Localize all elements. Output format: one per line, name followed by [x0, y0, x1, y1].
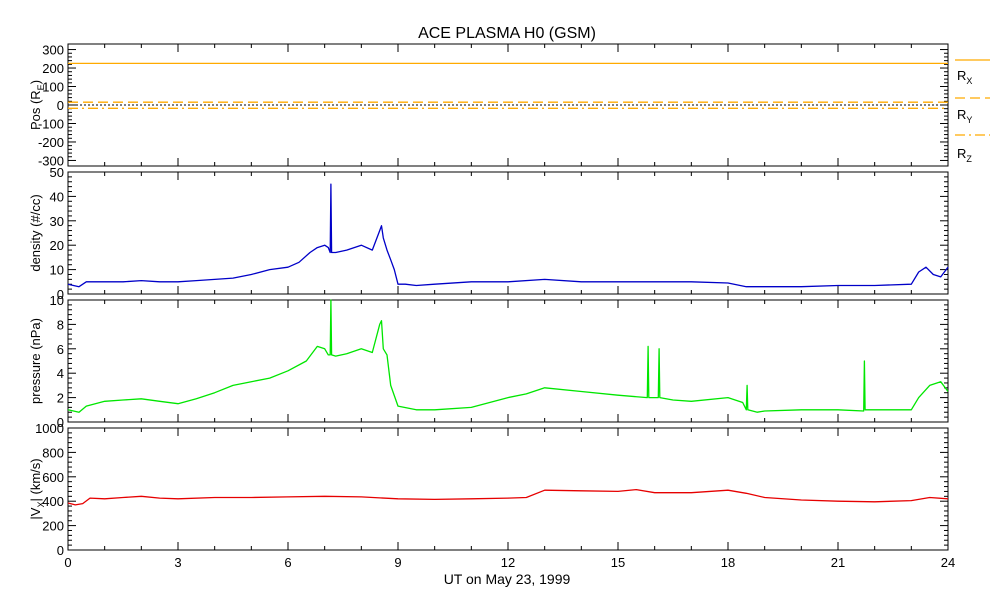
panel-pos: -300 -200 -100 0 100 200 300 Pos (RE) — [28, 43, 949, 168]
y-tick-label-density: 0 — [57, 287, 64, 302]
y-tick-label-pressure: 8 — [57, 317, 64, 332]
y-tick-label-velocity: 0 — [57, 543, 64, 558]
y-label-sub: X — [36, 502, 46, 508]
y-label-base: Pos (R — [28, 90, 43, 130]
x-tick-label: 15 — [611, 555, 625, 570]
legend-sub: Y — [966, 115, 972, 125]
y-axis-label-density: density (#/cc) — [28, 194, 43, 271]
x-tick-label: 21 — [831, 555, 845, 570]
legend-label-rz: RZ — [957, 146, 972, 164]
legend-sub: Z — [966, 154, 972, 164]
y-tick-label-pos: -100 — [38, 116, 64, 131]
panel-frame-density — [67, 171, 949, 295]
panel-density: 0 10 20 30 40 50 density (#/cc) — [28, 165, 949, 302]
panel-pressure: 0 2 4 6 8 10 pressure (nPa) — [28, 293, 949, 430]
legend-label-ry: RY — [957, 107, 972, 125]
y-axis-label-velocity: |VX| (km/s) — [28, 458, 46, 519]
y-tick-label-density: 40 — [50, 189, 64, 204]
panel-frame-pressure — [67, 299, 949, 423]
y-tick-label-velocity: 1000 — [35, 421, 64, 436]
x-tick-labels: 0 3 6 9 12 15 18 21 24 — [64, 555, 955, 570]
y-tick-label-density: 30 — [50, 214, 64, 229]
y-tick-label-pos: 100 — [42, 80, 64, 95]
y-label-sub: E — [36, 84, 46, 90]
x-tick-label: 12 — [501, 555, 515, 570]
y-tick-label-velocity: 400 — [42, 494, 64, 509]
y-tick-label-pressure: 10 — [50, 293, 64, 308]
y-tick-label-pos: 300 — [42, 43, 64, 58]
x-tick-label: 6 — [284, 555, 291, 570]
legend-base: R — [957, 107, 966, 122]
y-tick-label-velocity: 800 — [42, 445, 64, 460]
series-velocity — [67, 488, 949, 506]
y-tick-label-density: 10 — [50, 263, 64, 278]
y-tick-label-velocity: 600 — [42, 470, 64, 485]
x-tick-label: 24 — [941, 555, 955, 570]
y-tick-label-pressure: 6 — [57, 342, 64, 357]
y-tick-label-pressure: 0 — [57, 415, 64, 430]
chart-title: ACE PLASMA H0 (GSM) — [418, 25, 596, 42]
y-axis-label-pressure: pressure (nPa) — [28, 318, 43, 404]
y-tick-label-pos: 0 — [57, 98, 64, 113]
x-axis-label: UT on May 23, 1999 — [444, 571, 571, 587]
legend-base: R — [957, 146, 966, 161]
legend-label-rx: RX — [957, 68, 972, 86]
y-tick-label-pressure: 4 — [57, 366, 64, 381]
series-density — [67, 183, 949, 288]
y-tick-label-pos: -200 — [38, 135, 64, 150]
y-label-tail: | (km/s) — [28, 458, 43, 501]
y-tick-label-density: 50 — [50, 165, 64, 180]
x-tick-label: 18 — [721, 555, 735, 570]
y-tick-label-pressure: 2 — [57, 391, 64, 406]
y-tick-label-velocity: 200 — [42, 519, 64, 534]
x-tick-label: 0 — [64, 555, 71, 570]
y-label-tail: ) — [28, 80, 43, 84]
x-tick-label: 9 — [394, 555, 401, 570]
legend-base: R — [957, 68, 966, 83]
y-label-base: |V — [28, 507, 43, 519]
series-pressure — [67, 299, 949, 413]
x-tick-label: 3 — [174, 555, 181, 570]
y-tick-label-pos: 200 — [42, 61, 64, 76]
y-tick-label-density: 20 — [50, 238, 64, 253]
y-tick-label-pos: -300 — [38, 153, 64, 168]
y-axis-label-pos: Pos (RE) — [28, 80, 46, 130]
legend-sub: X — [966, 76, 972, 86]
panel-velocity: 0 200 400 600 800 1000 |VX| (km/s) — [28, 421, 949, 558]
panel-frame-velocity — [67, 427, 949, 551]
